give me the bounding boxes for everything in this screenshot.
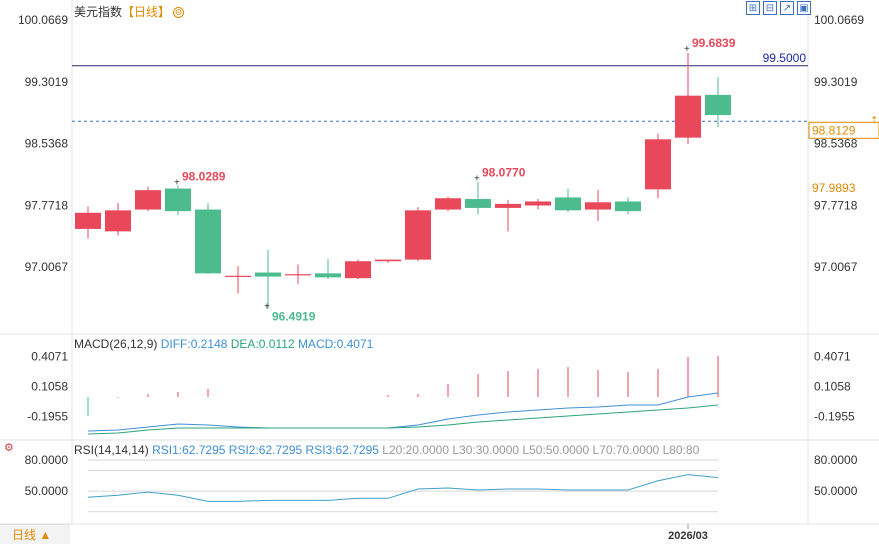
candle-body (225, 275, 251, 277)
candle-body (465, 199, 491, 208)
rsi-tick-left: 80.0000 (25, 453, 69, 467)
rsi-tick-right: 80.0000 (814, 453, 858, 467)
rsi-level-30: L30:30.0000 (452, 443, 520, 457)
candle-body (345, 261, 371, 279)
macd-diff-line (87, 392, 719, 432)
candle-body (525, 201, 551, 206)
candle-body (255, 272, 281, 277)
annotation-label: 98.0770 (482, 166, 526, 180)
candle-body (615, 201, 641, 212)
candle-body (75, 212, 101, 229)
macd-tick-right: 0.1058 (814, 379, 851, 393)
macd-tick-left: 0.4071 (31, 349, 68, 363)
price-tick-right: 97.0067 (814, 260, 858, 274)
annotation-marker: + (684, 44, 690, 55)
macd-legend: MACD(26,12,9) DIFF:0.2148 DEA:0.0112 MAC… (74, 337, 373, 351)
price-tick-right: 97.7718 (814, 198, 858, 212)
annotation-marker: + (474, 174, 480, 185)
draw-tool-icon[interactable]: ↗ (780, 1, 794, 15)
macd-tick-left: -0.1955 (27, 410, 68, 424)
chart-title: 美元指数 (74, 5, 123, 19)
rsi2-value: RSI2:62.7295 (228, 443, 303, 457)
price-tick-left: 99.3019 (25, 75, 69, 89)
rsi-level-20: L20:20.0000 (382, 443, 449, 457)
candle-body (675, 95, 701, 138)
annotation-label: 99.6839 (692, 36, 736, 50)
macd-diff-value: DIFF:0.2148 (160, 337, 228, 351)
annotation-label: 98.0289 (182, 170, 226, 184)
price-tick-right: 99.3019 (814, 75, 858, 89)
candle-body (285, 274, 311, 276)
rsi-params: RSI(14,14,14) (74, 443, 149, 457)
candle-body (555, 197, 581, 211)
candle-body (315, 273, 341, 278)
secondary-price-label: 97.9893 (812, 181, 856, 195)
price-tick-left: 98.5368 (25, 137, 69, 151)
rsi-level-80: L80:80 (662, 443, 700, 457)
candle-body (165, 188, 191, 212)
candle-body (705, 94, 731, 116)
price-tick-left: 100.0669 (18, 13, 68, 27)
screenshot-icon[interactable]: ▣ (797, 1, 811, 15)
macd-dea-line (87, 404, 719, 435)
annotation-marker: + (174, 178, 180, 189)
annotation-label: 96.4919 (272, 310, 316, 324)
candle-body (495, 203, 521, 208)
macd-tick-right: -0.1955 (814, 410, 855, 424)
fullscreen-icon[interactable]: ⊞ (746, 1, 760, 15)
rsi-level-70: L70:70.0000 (592, 443, 660, 457)
rsi3-value: RSI3:62.7295 (305, 443, 379, 457)
chart-toolbar: ⊞ ⊟ ↗ ▣ (746, 1, 811, 15)
candle-body (105, 210, 131, 232)
candle-body (135, 190, 161, 210)
collapse-icon[interactable]: ⊖ (173, 7, 185, 18)
price-arrow-icon: ⇡ (870, 115, 878, 126)
rsi-line (87, 474, 719, 502)
macd-dea-value: DEA:0.0112 (230, 337, 295, 351)
price-tick-left: 97.0067 (25, 260, 69, 274)
rsi-tick-right: 50.0000 (814, 484, 858, 498)
rsi-level-50: L50:50.0000 (522, 443, 590, 457)
rsi-legend: RSI(14,14,14) RSI1:62.7295 RSI2:62.7295 … (74, 443, 699, 457)
macd-params: MACD(26,12,9) (74, 337, 158, 351)
price-tick-right: 100.0669 (814, 13, 864, 27)
last-price-box (808, 121, 879, 139)
candle-body (645, 139, 671, 190)
price-tick-left: 97.7718 (25, 198, 69, 212)
macd-tick-right: 0.4071 (814, 349, 851, 363)
candle-body (195, 209, 221, 274)
settings-gear-icon[interactable]: ⚙ (4, 442, 14, 454)
x-axis-label: 2026/03 (668, 530, 708, 542)
candle-body (375, 259, 401, 262)
last-price-label: 98.8129 (812, 123, 856, 137)
candle-body (405, 210, 431, 260)
rsi-tick-left: 50.0000 (25, 484, 69, 498)
layout-icon[interactable]: ⊟ (763, 1, 777, 15)
period-selector[interactable]: 【日线】 (122, 5, 171, 19)
price-tick-right: 98.5368 (814, 137, 858, 151)
candle-body (585, 202, 611, 210)
chart-title-row: 美元指数【日线】 ⊖ (74, 3, 185, 20)
period-tab[interactable]: 日线 ▲ (0, 524, 70, 544)
candle-body (435, 198, 461, 210)
reference-line-label: 99.5000 (763, 51, 807, 65)
rsi1-value: RSI1:62.7295 (152, 443, 226, 457)
annotation-marker: + (264, 302, 270, 313)
macd-macd-value: MACD:0.4071 (297, 337, 374, 351)
macd-tick-left: 0.1058 (31, 379, 68, 393)
